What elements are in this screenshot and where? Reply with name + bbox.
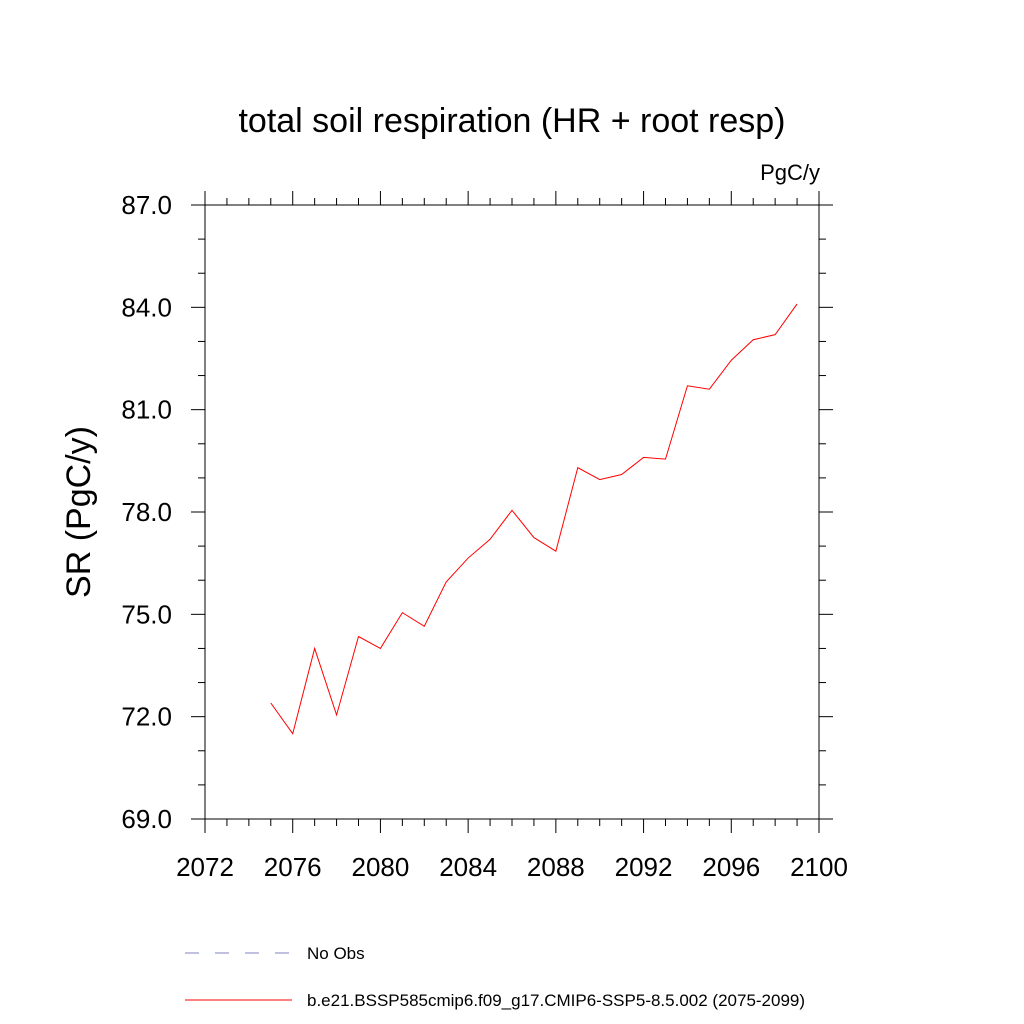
x-tick-label: 2076	[264, 852, 322, 882]
legend: No Obs b.e21.BSSP585cmip6.f09_g17.CMIP6-…	[185, 944, 805, 1010]
data-point	[270, 702, 272, 704]
data-point	[335, 714, 337, 716]
data-point	[357, 635, 359, 637]
legend-label-no-obs: No Obs	[307, 944, 365, 963]
data-point	[445, 581, 447, 583]
chart-title: total soil respiration (HR + root resp)	[238, 102, 785, 140]
y-axis-label: SR (PgC/y)	[60, 426, 98, 598]
tick-labels: 2072 2076 2080 2084 2088 2092 2096 2100 69.0 72.0…	[121, 190, 848, 882]
y-tick-label: 78.0	[121, 497, 172, 527]
data-point	[379, 647, 381, 649]
x-tick-label: 2100	[790, 852, 848, 882]
data-point	[401, 611, 403, 613]
data-point	[730, 359, 732, 361]
x-tick-label: 2080	[352, 852, 410, 882]
x-tick-label: 2084	[439, 852, 497, 882]
y-tick-label: 81.0	[121, 395, 172, 425]
data-point	[599, 478, 601, 480]
x-tick-label: 2072	[176, 852, 234, 882]
data-point	[577, 466, 579, 468]
x-tick-label: 2092	[615, 852, 673, 882]
data-point	[686, 385, 688, 387]
data-point	[774, 333, 776, 335]
data-point	[752, 339, 754, 341]
y-tick-label: 75.0	[121, 599, 172, 629]
data-point	[533, 536, 535, 538]
data-point	[555, 550, 557, 552]
y-tick-label: 87.0	[121, 190, 172, 220]
y-tick-label: 84.0	[121, 292, 172, 322]
data-point	[642, 456, 644, 458]
y-tick-label: 69.0	[121, 804, 172, 834]
series-line	[270, 303, 798, 735]
data-point	[467, 557, 469, 559]
data-point	[423, 625, 425, 627]
data-point	[292, 733, 294, 735]
data-point	[708, 388, 710, 390]
x-tick-label: 2096	[702, 852, 760, 882]
data-point	[620, 473, 622, 475]
axis-ticks	[191, 191, 833, 833]
legend-label-model: b.e21.BSSP585cmip6.f09_g17.CMIP6-SSP5-8.…	[307, 991, 805, 1010]
data-point	[664, 458, 666, 460]
y-tick-label: 72.0	[121, 702, 172, 732]
series-layer	[270, 303, 798, 735]
data-point	[796, 303, 798, 305]
data-point	[489, 538, 491, 540]
x-tick-label: 2088	[527, 852, 585, 882]
data-point	[511, 509, 513, 511]
data-point	[313, 647, 315, 649]
units-label: PgC/y	[760, 160, 820, 185]
plot-frame	[204, 204, 820, 820]
